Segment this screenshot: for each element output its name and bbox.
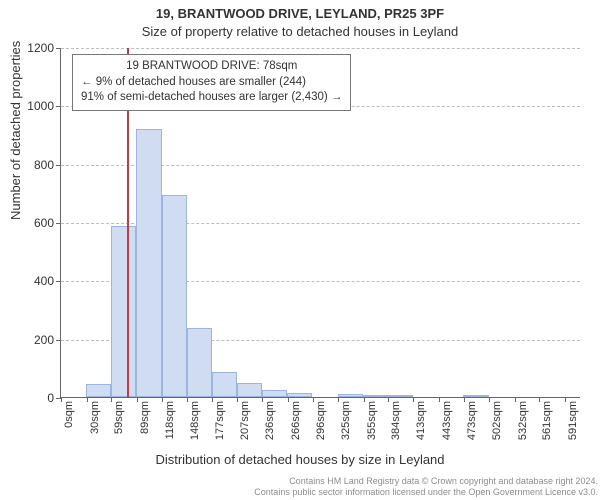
histogram-bar (136, 129, 161, 397)
ytick-mark (56, 165, 61, 166)
chart-container: 19, BRANTWOOD DRIVE, LEYLAND, PR25 3PF S… (0, 0, 600, 500)
histogram-bar (287, 393, 312, 397)
ytick-label: 800 (14, 158, 54, 172)
legend-box: 19 BRANTWOOD DRIVE: 78sqm ← 9% of detach… (72, 54, 351, 111)
xtick-label: 296sqm (315, 401, 327, 446)
xtick-mark (565, 397, 566, 402)
xtick-mark (187, 397, 188, 402)
xtick-label: 591sqm (567, 401, 579, 446)
xtick-label: 532sqm (517, 401, 529, 446)
histogram-bar (338, 394, 363, 397)
ytick-label: 200 (14, 333, 54, 347)
xtick-label: 355sqm (366, 401, 378, 446)
xtick-label: 384sqm (390, 401, 402, 446)
ytick-label: 0 (14, 391, 54, 405)
xtick-label: 148sqm (189, 401, 201, 446)
histogram-bar (111, 226, 136, 397)
xtick-label: 325sqm (340, 401, 352, 446)
xtick-mark (87, 397, 88, 402)
xtick-label: 413sqm (415, 401, 427, 446)
histogram-bar (363, 395, 388, 397)
legend-line-3: 91% of semi-detached houses are larger (… (81, 90, 342, 106)
histogram-bar (212, 372, 237, 397)
ytick-label: 1200 (14, 41, 54, 55)
xtick-mark (413, 397, 414, 402)
histogram-bar (237, 383, 262, 397)
x-axis-label: Distribution of detached houses by size … (0, 452, 600, 467)
xtick-mark (288, 397, 289, 402)
xtick-label: 118sqm (164, 401, 176, 446)
xtick-mark (364, 397, 365, 402)
xtick-mark (137, 397, 138, 402)
xtick-label: 561sqm (541, 401, 553, 446)
chart-title-sub: Size of property relative to detached ho… (0, 24, 600, 39)
xtick-label: 236sqm (264, 401, 276, 446)
ytick-label: 1000 (14, 99, 54, 113)
xtick-mark (489, 397, 490, 402)
histogram-bar (162, 195, 187, 397)
xtick-label: 207sqm (239, 401, 251, 446)
histogram-bar (262, 390, 287, 397)
footer-attribution: Contains HM Land Registry data © Crown c… (0, 476, 600, 499)
xtick-mark (212, 397, 213, 402)
xtick-label: 502sqm (491, 401, 503, 446)
xtick-label: 266sqm (290, 401, 302, 446)
xtick-label: 177sqm (214, 401, 226, 446)
xtick-label: 473sqm (466, 401, 478, 446)
xtick-mark (439, 397, 440, 402)
ytick-mark (56, 48, 61, 49)
histogram-bar (463, 395, 488, 397)
xtick-label: 0sqm (63, 401, 75, 446)
ytick-mark (56, 340, 61, 341)
xtick-mark (61, 397, 62, 402)
xtick-label: 89sqm (139, 401, 151, 446)
xtick-label: 30sqm (89, 401, 101, 446)
legend-line-2: ← 9% of detached houses are smaller (244… (81, 75, 342, 91)
y-axis-label: Number of detached properties (8, 41, 23, 220)
footer-line-1: Contains HM Land Registry data © Crown c… (0, 476, 598, 487)
ytick-label: 600 (14, 216, 54, 230)
chart-title-main: 19, BRANTWOOD DRIVE, LEYLAND, PR25 3PF (0, 6, 600, 21)
ytick-mark (56, 106, 61, 107)
xtick-mark (515, 397, 516, 402)
footer-line-2: Contains public sector information licen… (0, 487, 598, 498)
xtick-mark (162, 397, 163, 402)
xtick-label: 59sqm (113, 401, 125, 446)
gridline-h (61, 48, 580, 49)
histogram-bar (86, 384, 111, 397)
ytick-mark (56, 223, 61, 224)
legend-line-1: 19 BRANTWOOD DRIVE: 78sqm (81, 59, 342, 75)
xtick-label: 443sqm (441, 401, 453, 446)
xtick-mark (338, 397, 339, 402)
ytick-mark (56, 281, 61, 282)
ytick-label: 400 (14, 274, 54, 288)
histogram-bar (388, 395, 413, 397)
histogram-bar (187, 328, 212, 397)
